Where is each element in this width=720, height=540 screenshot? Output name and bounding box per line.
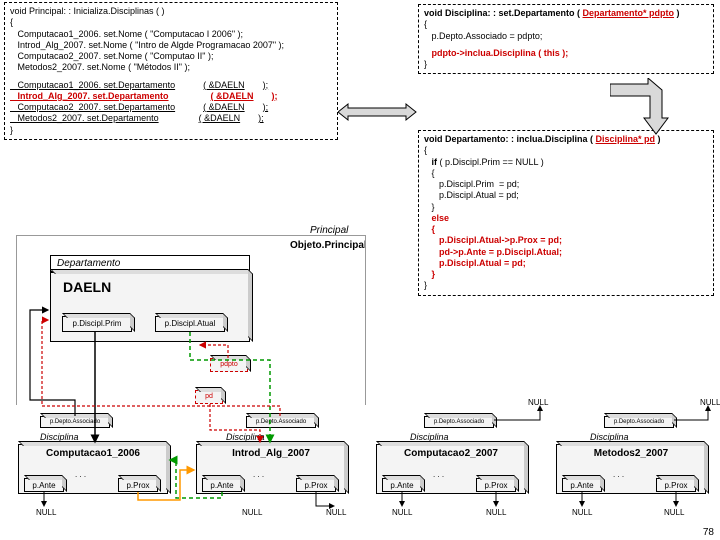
cb1-l1: {: [10, 17, 332, 28]
disc1-pante: p.Ante: [24, 478, 64, 492]
pdpto-box: pdpto: [210, 358, 248, 372]
cb2-footer: }: [424, 59, 708, 70]
block-arrow-2-3: [610, 78, 670, 138]
disc2-name: Introd_Alg_2007: [197, 445, 345, 462]
null-4b: NULL: [664, 508, 684, 517]
null-4a: NULL: [572, 508, 592, 517]
disc1-pdepto: p.Depto.Associado: [40, 416, 110, 428]
disc4-dots: . . .: [610, 468, 627, 481]
code-box-principal: void Principal: : Inicializa.Disciplinas…: [4, 2, 338, 140]
null-1: NULL: [36, 508, 56, 517]
cb3-l8: {: [424, 224, 708, 235]
pd-box: pd: [195, 390, 223, 404]
cb3-l9: p.Discipl.Atual->p.Prox = pd;: [424, 235, 708, 246]
disc1-dots: . . .: [72, 468, 89, 481]
cb3-l7: else: [424, 213, 708, 224]
disc2-pdepto: p.Depto.Associado: [246, 416, 316, 428]
block-arrow-1-2: [338, 102, 418, 138]
p-discipl-prim-box: p.Discipl.Prim: [62, 316, 132, 332]
cb1-l2: Computacao1_2006. set.Nome ( "Computacao…: [10, 29, 332, 40]
null-3b: NULL: [486, 508, 506, 517]
null-2b: NULL: [326, 508, 346, 517]
cb3-l10: pd->p.Ante = p.Discipl.Atual;: [424, 247, 708, 258]
cb2-l1: {: [424, 19, 708, 30]
disc3-pprox: p.Prox: [476, 478, 516, 492]
disc2-pprox: p.Prox: [296, 478, 336, 492]
disc2-pante: p.Ante: [202, 478, 242, 492]
cb1-r2: Introd_Alg_2007. set.Departamento( &DAEL…: [10, 91, 332, 102]
null-2a: NULL: [242, 508, 262, 517]
cb3-l2: if ( p.Discipl.Prim == NULL ): [424, 157, 708, 168]
code-box-disciplina: void Disciplina: : set.Departamento ( De…: [418, 4, 714, 74]
cb1-r3: Computacao2_2007. set.Departamento( &DAE…: [10, 102, 332, 113]
disc1-pprox: p.Prox: [118, 478, 158, 492]
cb1-l5: Metodos2_2007. set.Nome ( "Métodos II" )…: [10, 62, 332, 73]
cb2-l2: p.Depto.Associado = pdpto;: [424, 31, 708, 42]
cb3-l1: {: [424, 145, 708, 156]
disc3-name: Computacao2_2007: [377, 445, 525, 462]
cb3-l3: {: [424, 168, 708, 179]
page-number: 78: [703, 527, 714, 538]
cb3-l5: p.Discipl.Atual = pd;: [424, 190, 708, 201]
disc4-pdepto: p.Depto.Associado: [604, 416, 674, 428]
cb1-header: void Principal: : Inicializa.Disciplinas…: [10, 6, 332, 17]
cb3-l6: }: [424, 202, 708, 213]
cb2-header: void Disciplina: : set.Departamento ( De…: [424, 8, 708, 19]
cb1-r1: Computacao1_2006. set.Departamento( &DAE…: [10, 80, 332, 91]
cb1-r4: Metodos2_2007. set.Departamento( &DAELN)…: [10, 113, 332, 124]
cb3-l4: p.Discipl.Prim = pd;: [424, 179, 708, 190]
code-box-departamento: void Departamento: : inclua.Disciplina (…: [418, 130, 714, 296]
cb1-l3: Introd_Alg_2007. set.Nome ( "Intro de Al…: [10, 40, 332, 51]
disc4-pante: p.Ante: [562, 478, 602, 492]
disc1-name: Computacao1_2006: [19, 445, 167, 462]
null-top4: NULL: [700, 398, 720, 407]
disc3-pante: p.Ante: [382, 478, 422, 492]
cb1-l4: Computacao2_2007. set.Nome ( "Computao I…: [10, 51, 332, 62]
cb3-l11: p.Discipl.Atual = pd;: [424, 258, 708, 269]
disc3-pdepto: p.Depto.Associado: [424, 416, 494, 428]
disc3-dots: . . .: [430, 468, 447, 481]
cb3-footer: }: [424, 280, 708, 291]
disc4-name: Metodos2_2007: [557, 445, 705, 462]
disc4-pprox: p.Prox: [656, 478, 696, 492]
null-top3: NULL: [528, 398, 548, 407]
disc2-dots: . . .: [250, 468, 267, 481]
cb1-footer: }: [10, 125, 332, 136]
cb3-l12: }: [424, 269, 708, 280]
daeln-label: DAELN: [51, 273, 249, 301]
null-3a: NULL: [392, 508, 412, 517]
cb2-l3: pdpto->inclua.Disciplina ( this );: [424, 48, 708, 59]
cb3-header: void Departamento: : inclua.Disciplina (…: [424, 134, 708, 145]
p-discipl-atual-box: p.Discipl.Atual: [155, 316, 225, 332]
